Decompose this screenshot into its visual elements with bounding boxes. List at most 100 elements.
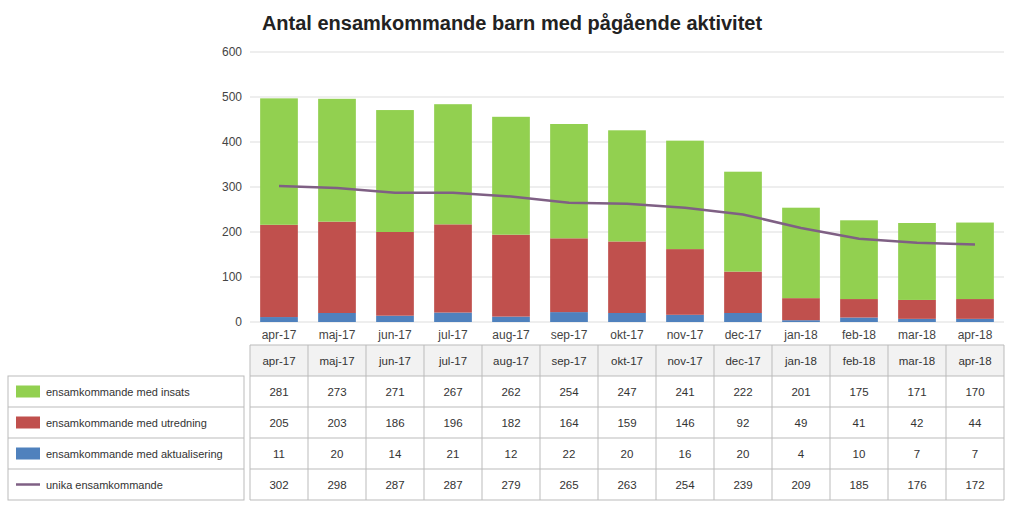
table-cell: 7 [972,448,978,460]
table-rule [250,469,1004,470]
y-tick-label: 400 [222,135,242,149]
x-axis: apr-17maj-17jun-17jul-17aug-17sep-17okt-… [262,328,993,342]
bar [260,225,298,317]
table-cell: 12 [505,448,518,460]
table-cell: 185 [849,479,868,491]
table-rule [598,345,599,500]
legend-swatch [16,417,40,429]
table-header [250,345,1004,376]
table-rule [482,345,483,500]
bar [898,319,936,322]
table-cell: 267 [443,386,462,398]
bar [492,317,530,322]
title: Antal ensamkommande barn med pågående ak… [262,12,762,34]
table-rule [424,345,425,500]
x-tick-label: mar-18 [898,328,936,342]
table-header-label: apr-18 [958,355,991,367]
grid-line [250,52,1004,53]
table-cell: 265 [559,479,578,491]
bar [898,300,936,319]
legend-label: ensamkommande med insats [46,386,190,398]
x-tick-label: nov-17 [667,328,704,342]
x-tick-label: jul-17 [437,328,468,342]
table-cell: 10 [853,448,866,460]
x-tick-label: sep-17 [551,328,588,342]
y-tick-label: 500 [222,90,242,104]
bar [318,222,356,313]
table-rule [366,345,367,500]
x-tick-label: jun-17 [377,328,412,342]
table-cell: 287 [385,479,404,491]
bar [608,241,646,313]
table-header-label: aug-17 [493,355,529,367]
table-rule [888,345,889,500]
table-cell: 239 [733,479,752,491]
bar [956,223,994,299]
table-cell: 44 [969,417,982,429]
bar [550,312,588,322]
bar [840,220,878,299]
table-rule [250,500,1004,501]
y-tick-label: 0 [235,315,242,329]
table-cell: 209 [791,479,810,491]
table-cell: 287 [443,479,462,491]
table-header-label: sep-17 [551,355,586,367]
bar [376,110,414,232]
table-cell: 247 [617,386,636,398]
table-cell: 262 [501,386,520,398]
table-rule [250,345,251,500]
table-rule [250,376,1004,377]
bar [434,313,472,322]
bar [550,124,588,238]
table-cell: 7 [914,448,920,460]
table-cell: 22 [563,448,576,460]
legend-swatch [16,448,40,460]
table-cell: 182 [501,417,520,429]
bar [666,315,704,322]
y-axis: 0100200300400500600 [222,45,1004,329]
legend-rule [8,407,244,408]
legend: ensamkommande med insatsensamkommande me… [8,376,244,500]
table-rule [772,345,773,500]
table-cell: 298 [327,479,346,491]
table-cell: 146 [675,417,694,429]
table-rule [1004,345,1005,500]
table-header-label: jun-17 [378,355,411,367]
table-cell: 92 [737,417,750,429]
table-cell: 159 [617,417,636,429]
table-cell: 205 [269,417,288,429]
legend-swatch [16,386,40,398]
table-rule [656,345,657,500]
bar [492,235,530,317]
bar [724,272,762,313]
table-cell: 201 [791,386,810,398]
table-rule [714,345,715,500]
bar [840,299,878,317]
bar [666,141,704,249]
table-header-label: mar-18 [899,355,935,367]
table-rule [830,345,831,500]
grid-line [250,97,1004,98]
y-tick-label: 300 [222,180,242,194]
bar [260,317,298,322]
x-tick-label: okt-17 [610,328,644,342]
x-tick-label: apr-18 [958,328,993,342]
bar [782,298,820,320]
y-tick-label: 100 [222,270,242,284]
bar [782,208,820,298]
x-tick-label: aug-17 [492,328,530,342]
y-tick-label: 200 [222,225,242,239]
x-tick-label: feb-18 [842,328,876,342]
table-cell: 16 [679,448,692,460]
x-tick-label: apr-17 [262,328,297,342]
table-rule [250,345,1004,346]
plot-area [260,98,994,322]
table-rule [250,407,1004,408]
bar [492,117,530,235]
table-cell: 42 [911,417,924,429]
bar [550,238,588,312]
table-cell: 203 [327,417,346,429]
legend-rule [8,469,244,470]
table-header-label: maj-17 [319,355,354,367]
table-header-label: jan-18 [784,355,817,367]
